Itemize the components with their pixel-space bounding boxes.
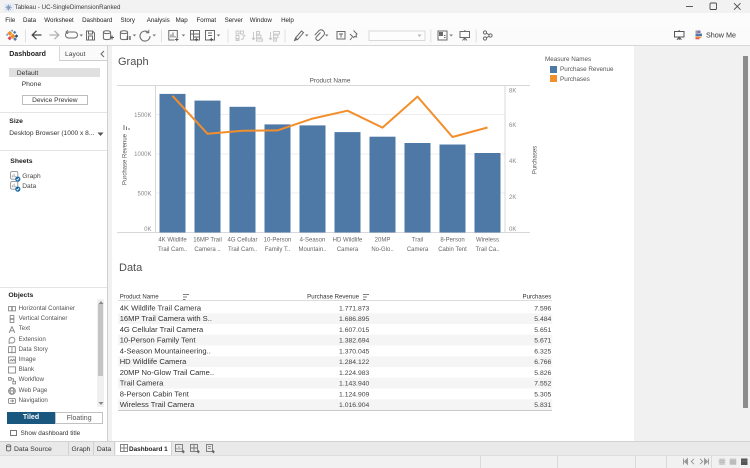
svg-text:16MP Trail Camera with S..: 16MP Trail Camera with S.. <box>120 314 212 323</box>
svg-text:4K: 4K <box>509 159 516 165</box>
svg-text:1.284.122: 1.284.122 <box>339 359 369 366</box>
svg-text:Product Name: Product Name <box>310 78 351 85</box>
svg-text:Graph: Graph <box>72 446 91 453</box>
svg-text:5.826: 5.826 <box>534 370 551 377</box>
svg-text:Purchase Revenue: Purchase Revenue <box>123 133 129 185</box>
svg-text:5.831: 5.831 <box>534 402 551 409</box>
svg-text:1.370.045: 1.370.045 <box>339 348 369 355</box>
svg-text:Trail Camera: Trail Camera <box>120 379 164 388</box>
svg-text:No-Glo..: No-Glo.. <box>371 247 394 253</box>
svg-text:Cabin Tent: Cabin Tent <box>438 247 467 253</box>
svg-text:20MP No-Glow Trail Came..: 20MP No-Glow Trail Came.. <box>120 368 214 377</box>
svg-text:1.607.015: 1.607.015 <box>339 327 369 334</box>
svg-text:Family T..: Family T.. <box>265 247 291 253</box>
svg-text:Show Me: Show Me <box>706 30 736 39</box>
svg-text:6K: 6K <box>509 123 516 129</box>
svg-text:500K: 500K <box>137 192 151 198</box>
svg-text:5.484: 5.484 <box>534 316 551 323</box>
svg-text:0K: 0K <box>509 227 516 233</box>
svg-text:8K: 8K <box>509 89 516 95</box>
svg-text:20MP: 20MP <box>375 238 391 244</box>
svg-text:Trail Cam..: Trail Cam.. <box>228 247 257 253</box>
svg-text:1.143.940: 1.143.940 <box>339 381 369 388</box>
svg-text:Trail: Trail <box>412 238 423 244</box>
svg-text:Mountain..: Mountain.. <box>298 247 326 253</box>
svg-text:Trail Cam..: Trail Cam.. <box>158 247 187 253</box>
svg-text:16MP Trail: 16MP Trail <box>193 238 222 244</box>
svg-text:8-Person Cabin Tent: 8-Person Cabin Tent <box>120 389 190 398</box>
svg-text:4-Season Mountaineering..: 4-Season Mountaineering.. <box>120 346 211 355</box>
svg-text:Trail Ca..: Trail Ca.. <box>475 247 499 253</box>
svg-text:1.224.983: 1.224.983 <box>339 370 369 377</box>
svg-text:Camera ..: Camera .. <box>194 247 221 253</box>
svg-text:10-Person: 10-Person <box>264 238 292 244</box>
svg-text:Purchases: Purchases <box>533 146 539 174</box>
svg-text:Dashboard 1: Dashboard 1 <box>129 446 168 453</box>
svg-text:6.325: 6.325 <box>534 348 551 355</box>
svg-text:4K Wildlife: 4K Wildlife <box>158 238 187 244</box>
svg-text:0K: 0K <box>144 227 151 233</box>
svg-text:Data Source: Data Source <box>14 446 52 453</box>
svg-text:8-Person: 8-Person <box>440 238 464 244</box>
svg-text:Wireless: Wireless <box>476 238 499 244</box>
svg-text:1500K: 1500K <box>134 113 151 119</box>
svg-text:7.552: 7.552 <box>534 381 551 388</box>
svg-text:HD Wildlife Camera: HD Wildlife Camera <box>120 357 187 366</box>
svg-text:1.686.895: 1.686.895 <box>339 316 369 323</box>
svg-text:Purchases: Purchases <box>523 294 552 301</box>
svg-text:1.382.694: 1.382.694 <box>339 338 369 345</box>
svg-text:4-Season: 4-Season <box>300 238 326 244</box>
svg-text:Wireless Trail Camera: Wireless Trail Camera <box>120 400 195 409</box>
svg-text:Data: Data <box>97 446 112 453</box>
svg-text:5.671: 5.671 <box>534 338 551 345</box>
svg-text:Camera: Camera <box>337 247 359 253</box>
svg-text:7.596: 7.596 <box>534 305 551 312</box>
svg-text:5.651: 5.651 <box>534 327 551 334</box>
svg-text:1.016.904: 1.016.904 <box>339 402 369 409</box>
svg-text:Camera: Camera <box>407 247 429 253</box>
svg-text:5.305: 5.305 <box>534 391 551 398</box>
svg-text:6.766: 6.766 <box>534 359 551 366</box>
svg-text:Product Name: Product Name <box>120 294 160 301</box>
svg-text:2K: 2K <box>509 195 516 201</box>
svg-text:4K Wildlife Trail Camera: 4K Wildlife Trail Camera <box>120 303 202 312</box>
svg-text:4G Cellular: 4G Cellular <box>227 238 257 244</box>
svg-text:Purchase Revenue: Purchase Revenue <box>307 294 359 301</box>
svg-text:1000K: 1000K <box>134 152 151 158</box>
svg-text:HD Wildlife: HD Wildlife <box>333 238 363 244</box>
svg-text:10-Person Family Tent: 10-Person Family Tent <box>120 336 197 345</box>
svg-text:1.771.873: 1.771.873 <box>339 305 369 312</box>
svg-text:4G Cellular Trail Camera: 4G Cellular Trail Camera <box>120 325 204 334</box>
svg-text:1.124.909: 1.124.909 <box>339 391 369 398</box>
